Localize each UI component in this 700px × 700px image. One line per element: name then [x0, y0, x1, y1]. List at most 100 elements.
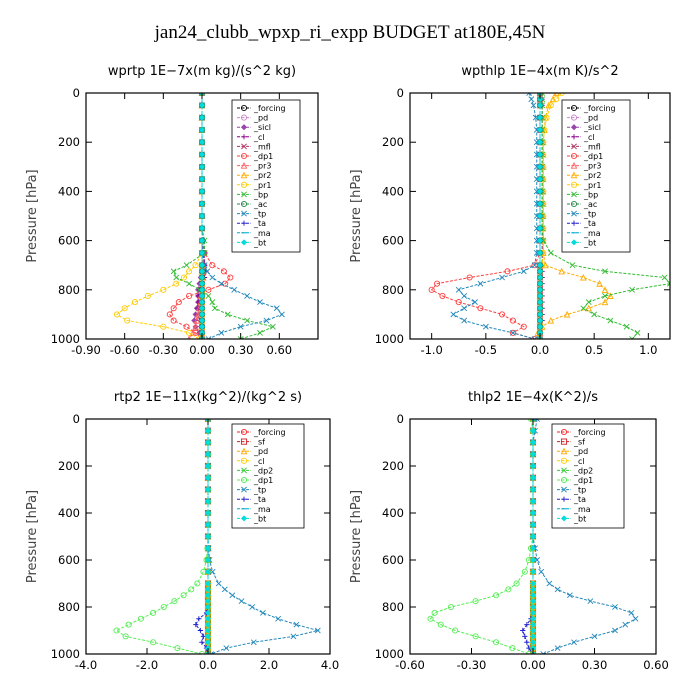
series-point	[427, 615, 434, 622]
series-point	[536, 114, 544, 121]
series-point	[428, 286, 435, 293]
legend-label: _cl	[253, 457, 265, 466]
legend-marker	[570, 104, 578, 112]
legend-label: _ma	[253, 505, 271, 514]
legend-label: _sf	[573, 438, 585, 447]
series-point	[198, 268, 206, 275]
series-point	[529, 609, 537, 616]
series-point	[542, 261, 549, 269]
series-point	[607, 292, 614, 299]
series-point	[632, 615, 639, 622]
series-point	[477, 305, 484, 312]
series-point	[585, 304, 593, 312]
legend-label: _mfl	[583, 142, 601, 151]
series-point	[198, 292, 206, 299]
y-tick-label: 600	[382, 234, 404, 248]
series-point	[175, 299, 182, 306]
series-point	[229, 592, 236, 599]
legend-label: _pr3	[583, 162, 601, 171]
series-point	[536, 292, 544, 299]
series-point	[249, 604, 256, 610]
series-point	[273, 305, 280, 312]
y-tick-label: 400	[382, 184, 404, 198]
series-point	[533, 151, 540, 158]
legend-label: _dp1	[253, 152, 273, 161]
legend-marker	[240, 181, 248, 188]
series-point	[199, 93, 205, 96]
series-point	[205, 336, 212, 339]
legend-label: _pr2	[583, 171, 601, 180]
series-point	[536, 237, 544, 244]
series-point	[452, 627, 459, 634]
series-point	[499, 311, 506, 318]
legend-label: _bp	[253, 190, 268, 199]
legend-marker	[560, 476, 568, 484]
series-point	[533, 213, 540, 219]
series-point	[554, 645, 561, 652]
series-point	[205, 286, 212, 293]
legend-label: _tp	[573, 486, 586, 495]
series-point	[180, 592, 187, 599]
legend-marker	[561, 486, 567, 493]
series-point	[533, 188, 540, 195]
y-tick-label: 800	[382, 283, 404, 297]
y-tick-label: 400	[58, 184, 80, 198]
legend-label: _forcing	[253, 428, 286, 437]
series-point	[528, 96, 535, 103]
series-point	[211, 305, 218, 312]
legend-marker	[560, 438, 568, 445]
legend-marker	[240, 200, 248, 208]
legend-marker	[241, 134, 247, 140]
legend-marker	[240, 476, 248, 484]
legend-marker	[570, 171, 578, 179]
series-point	[530, 102, 537, 109]
series-point	[493, 639, 500, 646]
series-point	[612, 627, 618, 634]
series-point	[529, 568, 537, 575]
x-tick-label: 0.0	[531, 343, 549, 357]
legend-label: _sf	[253, 438, 265, 447]
legend-label: _ma	[253, 229, 271, 238]
series-point	[174, 645, 181, 652]
series-point	[509, 329, 516, 336]
x-tick-label: -4.0	[75, 658, 97, 672]
y-tick-label: 800	[58, 283, 80, 297]
y-tick-label: 200	[382, 459, 404, 473]
y-axis-label: Pressure [hPa]	[25, 490, 40, 583]
series-point	[198, 225, 206, 232]
y-axis-label: Pressure [hPa]	[349, 169, 364, 262]
series-point	[536, 163, 544, 170]
series-line-tp	[452, 93, 538, 339]
series-point	[529, 615, 537, 622]
legend-label: _dp1	[573, 476, 593, 485]
series-point	[198, 305, 206, 312]
series-point	[231, 286, 238, 293]
series-point	[536, 200, 544, 207]
series-point	[198, 299, 206, 306]
legend-label: _bt	[583, 238, 596, 247]
series-point	[472, 299, 478, 306]
series-point	[536, 262, 544, 269]
x-tick-label: 0.5	[585, 343, 603, 357]
series-point	[545, 101, 552, 109]
series-point	[529, 586, 537, 593]
series-line-pr1	[539, 93, 563, 339]
series-point	[533, 200, 540, 207]
series-point	[531, 262, 538, 269]
legend-marker	[241, 191, 247, 198]
series-point	[529, 474, 537, 481]
legend-marker	[241, 220, 247, 226]
series-point	[667, 280, 670, 287]
legend-label: _bp	[583, 190, 598, 199]
series-point	[536, 176, 544, 183]
series-point	[634, 329, 641, 336]
series-point	[186, 292, 193, 300]
series-point	[529, 427, 537, 434]
y-tick-label: 1000	[375, 332, 404, 346]
legend-marker	[571, 143, 577, 150]
series-point	[580, 305, 587, 312]
series-point	[204, 633, 212, 640]
panel-rtp2: rtp2 1E−11x(kg^2)/(kg^2 s) Pressure [hPa]…	[25, 390, 339, 672]
x-tick-label: 1.0	[639, 343, 657, 357]
series-line-dp1	[430, 93, 541, 339]
